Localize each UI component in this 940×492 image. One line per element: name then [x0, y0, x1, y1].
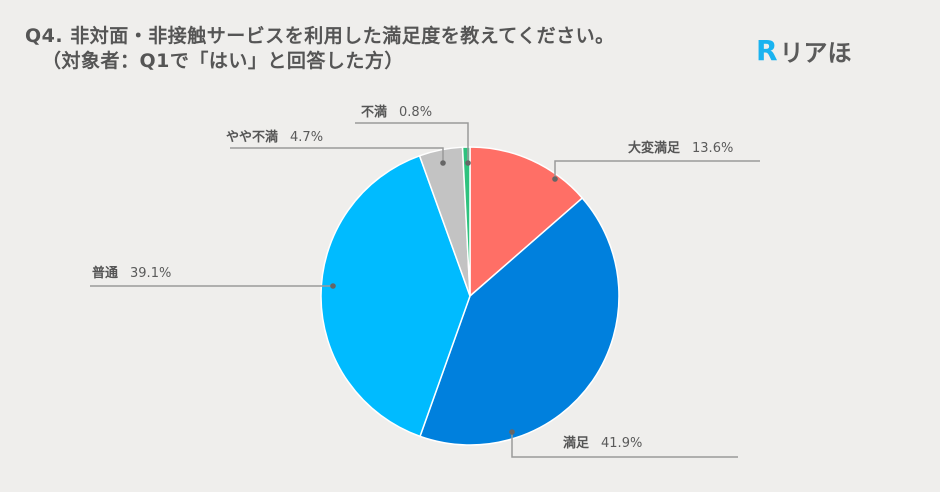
chart-title: Q4. 非対面・非接触サービスを利用した満足度を教えてください。 （対象者：Q1…: [25, 24, 615, 74]
slice-satisfied: [419, 197, 620, 446]
slice-very-satisfied: [469, 146, 584, 298]
brand-logo: R リアほ: [756, 33, 852, 68]
leader-dissatisfied-dot: [465, 160, 471, 166]
leader-very-satisfied: [554, 160, 760, 179]
leader-satisfied-dot: [509, 429, 515, 435]
slice-dissatisfied: [461, 146, 471, 297]
logo-text: リアほ: [779, 39, 852, 67]
label-very-satisfied: 大変満足 13.6%: [628, 141, 734, 156]
title-line-1: Q4. 非対面・非接触サービスを利用した満足度を教えてください。: [25, 25, 615, 47]
logo-mark-icon: R: [756, 34, 778, 67]
leader-very-satisfied-dot: [552, 176, 558, 182]
slice-neutral: [320, 154, 471, 438]
leader-neutral-dot: [330, 283, 336, 289]
leader-somewhat-dissatisfied-dot: [440, 160, 446, 166]
label-satisfied: 満足 41.9%: [563, 436, 643, 451]
leader-satisfied: [511, 432, 738, 458]
label-dissatisfied: 不満 0.8%: [361, 105, 433, 120]
leader-dissatisfied: [355, 122, 469, 163]
label-neutral: 普通 39.1%: [92, 266, 172, 281]
title-line-2: （対象者：Q1で「はい」と回答した方）: [42, 50, 404, 72]
label-somewhat-dissatisfied: やや不満 4.7%: [226, 130, 324, 145]
leader-somewhat-dissatisfied: [230, 147, 444, 163]
